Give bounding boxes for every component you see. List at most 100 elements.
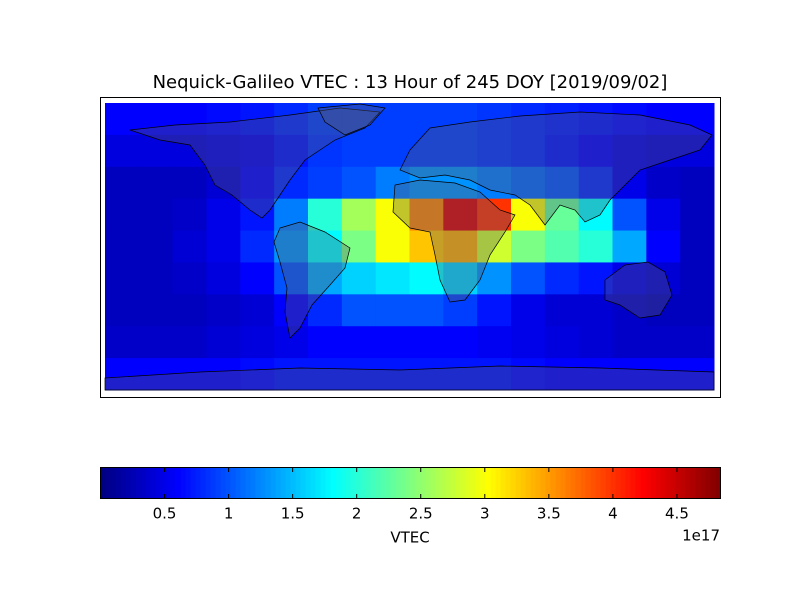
heatmap-cell xyxy=(409,134,444,168)
colorbar-segment xyxy=(465,467,471,499)
colorbar-tick-label: 4.5 xyxy=(665,505,689,523)
heatmap-cell xyxy=(240,326,275,359)
colorbar-segment xyxy=(145,467,151,499)
heatmap-cell xyxy=(341,358,377,391)
heatmap xyxy=(105,103,715,391)
colorbar-segment xyxy=(385,467,391,499)
colorbar-segment xyxy=(360,467,366,499)
colorbar-segment xyxy=(250,467,256,499)
colorbar-segment xyxy=(190,467,196,499)
heatmap-cell xyxy=(105,230,140,263)
heatmap-cell xyxy=(646,198,681,232)
colorbar-segment xyxy=(125,467,131,499)
colorbar-segment xyxy=(130,467,136,499)
heatmap-cell xyxy=(477,134,512,168)
colorbar-segment xyxy=(365,467,371,499)
colorbar-segment xyxy=(245,467,251,499)
colorbar-segment xyxy=(255,467,261,499)
colorbar-segment xyxy=(475,467,481,499)
heatmap-cell xyxy=(308,134,343,168)
colorbar-segment xyxy=(690,467,696,499)
heatmap-cell xyxy=(206,198,241,232)
heatmap-cell xyxy=(477,358,512,391)
heatmap-cell xyxy=(646,230,681,263)
heatmap-cell xyxy=(172,134,207,168)
colorbar-segment xyxy=(680,467,686,499)
colorbar-segment xyxy=(670,467,676,499)
heatmap-cell xyxy=(680,262,715,295)
heatmap-cell xyxy=(511,166,546,200)
heatmap-cell xyxy=(206,134,241,168)
heatmap-cell xyxy=(341,134,377,168)
heatmap-cell xyxy=(240,294,275,327)
heatmap-cell xyxy=(172,358,207,391)
heatmap-cell xyxy=(274,166,309,200)
heatmap-cell xyxy=(240,103,275,136)
heatmap-cell xyxy=(206,358,241,391)
colorbar-segment xyxy=(445,467,451,499)
heatmap-cell xyxy=(138,198,174,232)
heatmap-cell xyxy=(341,326,377,359)
heatmap-cell xyxy=(443,198,478,232)
colorbar-tick-label: 3.5 xyxy=(537,505,561,523)
heatmap-cell xyxy=(511,294,546,327)
colorbar-segment xyxy=(285,467,291,499)
colorbar-segment xyxy=(205,467,211,499)
heatmap-cell xyxy=(612,103,647,136)
australia xyxy=(604,261,673,319)
colorbar-segment xyxy=(210,467,216,499)
colorbar-tick-label: 1 xyxy=(224,505,234,523)
heatmap-cell xyxy=(138,262,174,295)
heatmap-cell xyxy=(240,262,275,295)
heatmap-cell xyxy=(612,358,647,391)
colorbar-segment xyxy=(660,467,666,499)
colorbar-segment xyxy=(165,467,171,499)
heatmap-cell xyxy=(341,262,377,295)
heatmap-cell xyxy=(105,262,140,295)
antarctica xyxy=(104,365,715,391)
colorbar xyxy=(100,467,721,499)
colorbar-segment xyxy=(610,467,616,499)
colorbar-segment xyxy=(220,467,226,499)
heatmap-cell xyxy=(409,198,444,232)
africa xyxy=(392,179,516,303)
heatmap-cell xyxy=(443,230,478,263)
heatmap-cell xyxy=(274,294,309,327)
heatmap-cell xyxy=(105,326,140,359)
heatmap-cell xyxy=(409,294,444,327)
heatmap-cell xyxy=(477,166,512,200)
colorbar-segment xyxy=(415,467,421,499)
heatmap-cell xyxy=(578,326,613,359)
heatmap-cell xyxy=(443,358,478,391)
colorbar-segment xyxy=(225,467,231,499)
heatmap-cell xyxy=(138,103,174,136)
heatmap-cell xyxy=(477,326,512,359)
colorbar-segment xyxy=(305,467,311,499)
colorbar-segment xyxy=(525,467,531,499)
colorbar-segment xyxy=(515,467,521,499)
heatmap-cell xyxy=(578,134,613,168)
colorbar-segment xyxy=(495,467,501,499)
colorbar-segment xyxy=(485,467,491,499)
heatmap-cell xyxy=(105,166,140,200)
heatmap-cell xyxy=(477,294,512,327)
heatmap-cell xyxy=(341,294,377,327)
heatmap-cell xyxy=(443,166,478,200)
heatmap-cell xyxy=(578,103,613,136)
heatmap-cell xyxy=(680,198,715,232)
colorbar-segment xyxy=(275,467,281,499)
heatmap-cell xyxy=(646,294,681,327)
heatmap-cell xyxy=(544,262,580,295)
heatmap-cell xyxy=(206,262,241,295)
colorbar-segment xyxy=(420,467,426,499)
colorbar-segment xyxy=(460,467,466,499)
heatmap-cell xyxy=(138,134,174,168)
colorbar-segment xyxy=(585,467,591,499)
heatmap-cell xyxy=(274,198,309,232)
colorbar-segment xyxy=(535,467,541,499)
colorbar-segment xyxy=(555,467,561,499)
heatmap-cell xyxy=(443,134,478,168)
colorbar-segment xyxy=(480,467,486,499)
colorbar-segment xyxy=(615,467,621,499)
